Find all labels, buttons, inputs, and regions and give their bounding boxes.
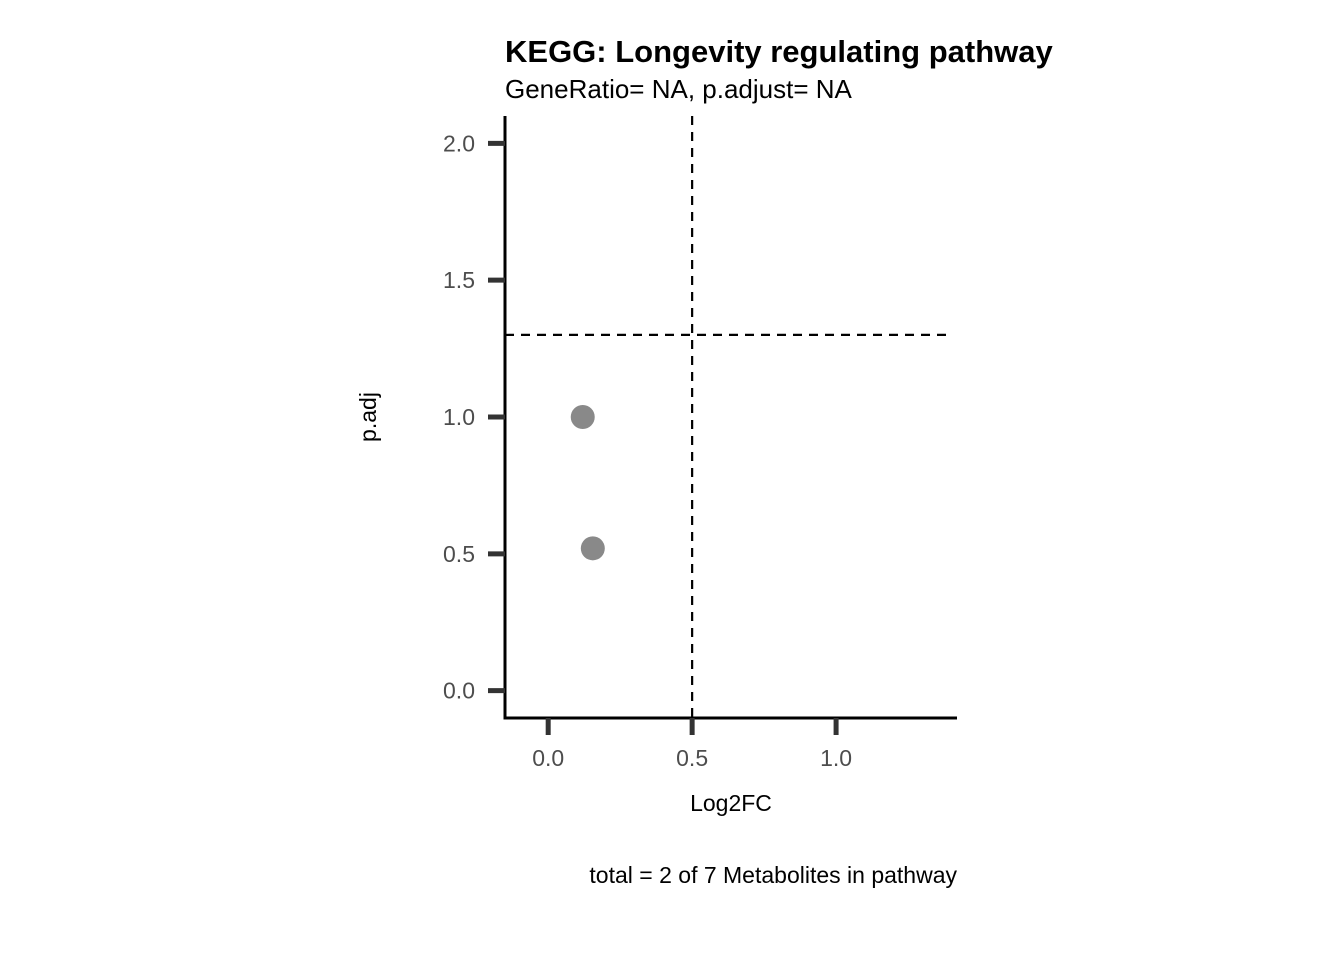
y-axis-title: p.adj <box>355 392 381 442</box>
y-tick-label: 1.5 <box>443 267 475 293</box>
x-tick-label: 0.5 <box>676 745 708 771</box>
y-tick-label: 2.0 <box>443 130 475 156</box>
y-tick-label: 0.0 <box>443 678 475 704</box>
x-axis-title: Log2FC <box>690 790 772 816</box>
x-tick-label: 1.0 <box>820 745 852 771</box>
y-tick-label: 1.0 <box>443 404 475 430</box>
reference-lines <box>505 116 949 718</box>
x-tick-label: 0.0 <box>532 745 564 771</box>
data-points <box>570 405 605 561</box>
chart-subtitle: GeneRatio= NA, p.adjust= NA <box>505 74 853 104</box>
chart-title: KEGG: Longevity regulating pathway <box>505 34 1053 69</box>
x-axis-ticks: 0.0 0.5 1.0 <box>532 718 852 771</box>
y-tick-label: 0.5 <box>443 541 475 567</box>
data-point <box>570 405 595 429</box>
chart-caption: total = 2 of 7 Metabolites in pathway <box>589 862 957 888</box>
y-axis-ticks: 0.0 0.5 1.0 1.5 2.0 <box>443 130 505 704</box>
data-point <box>580 536 605 561</box>
